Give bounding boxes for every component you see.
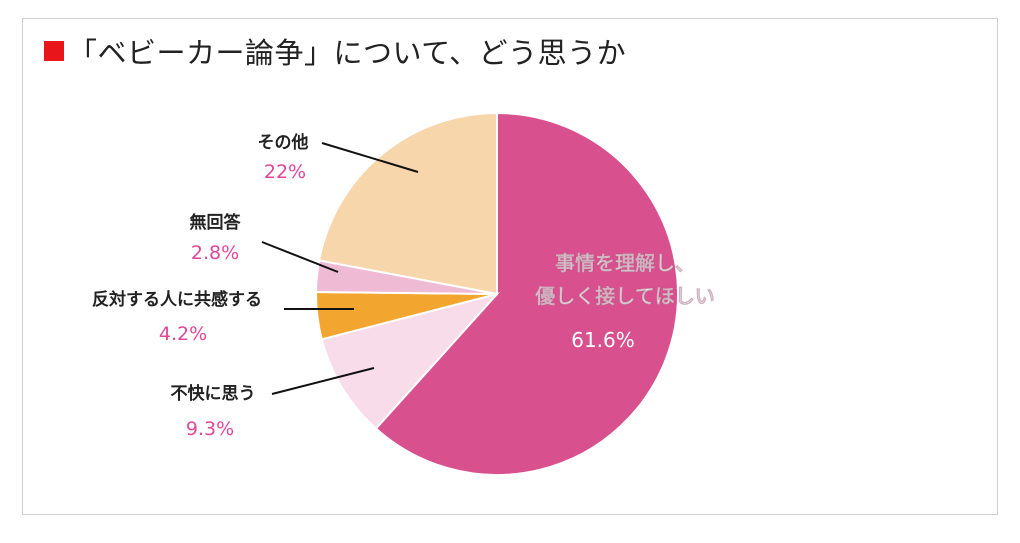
pie-slice-0 xyxy=(374,111,679,476)
slice-percent-1: 9.3% xyxy=(186,418,234,440)
leader-line-4 xyxy=(321,142,419,173)
pie-slice-1 xyxy=(320,292,500,430)
slice-labels: 事情を理解し、優しく接してほしい 61.6% 不快に思う 9.3% 反対する人に共感する… xyxy=(92,132,715,440)
slice-percent-3: 2.8% xyxy=(191,242,239,264)
slice-percent-2: 4.2% xyxy=(159,323,207,345)
leader-line-3 xyxy=(261,241,339,273)
chart-title: 「ベビーカー論争」について、どう思うか xyxy=(44,30,626,72)
slice-label-2-line-0: 反対する人に共感する xyxy=(92,289,262,310)
slice-percent-0: 61.6% xyxy=(571,328,635,352)
leader-lines xyxy=(261,142,419,395)
slice-label-0-line-1: 優しく接してほしい xyxy=(534,284,714,308)
leader-line-1 xyxy=(271,367,375,395)
slice-label-4-line-0: その他 xyxy=(258,132,309,153)
pie-slice-4 xyxy=(317,111,498,296)
slice-label-0-line-0: 事情を理解し、 xyxy=(555,251,695,275)
slice-percent-4: 22% xyxy=(264,161,306,183)
chart-title-text: 「ベビーカー論争」について、どう思うか xyxy=(68,36,627,70)
title-marker-icon xyxy=(44,41,64,61)
pie-slices xyxy=(314,111,679,476)
slice-label-1-line-0: 不快に思う xyxy=(171,383,256,404)
slice-label-3-line-0: 無回答 xyxy=(190,212,242,233)
